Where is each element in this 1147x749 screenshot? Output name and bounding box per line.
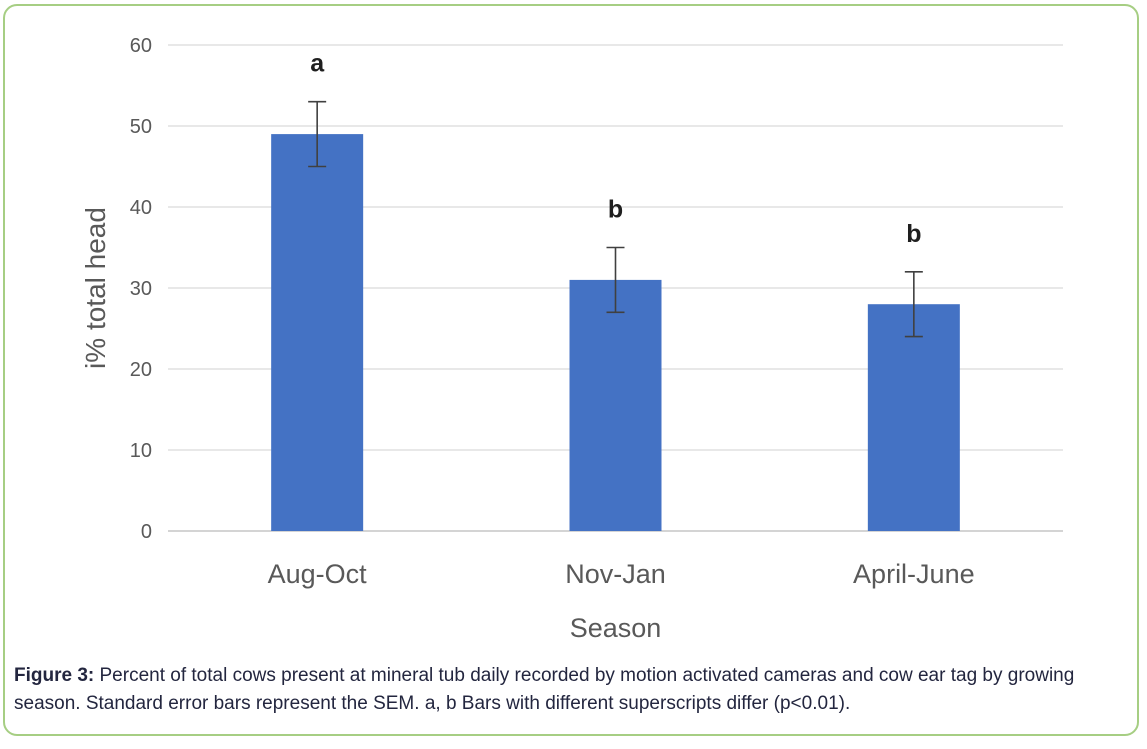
y-tick-label: 20 — [130, 359, 152, 381]
bar-chart: 0 10 20 30 40 50 60 a Aug-Oct b Nov-Jan b April-June… — [80, 35, 1063, 643]
x-category-label: April-June — [853, 559, 975, 589]
x-category-label: Nov-Jan — [565, 559, 666, 589]
y-tick-label: 40 — [130, 197, 152, 219]
y-tick-label: 60 — [130, 35, 152, 57]
x-category-label: Aug-Oct — [268, 559, 368, 589]
x-axis-title: Season — [570, 613, 662, 643]
y-tick-label: 30 — [130, 278, 152, 300]
significance-letter: b — [906, 220, 921, 248]
significance-letter: a — [310, 50, 325, 78]
caption-text: Percent of total cows present at mineral… — [14, 665, 1075, 714]
significance-letter: b — [608, 196, 623, 224]
y-tick-label: 0 — [141, 521, 152, 543]
figure-caption: Figure 3: Percent of total cows present … — [14, 662, 1119, 718]
y-axis-title: i% total head — [80, 207, 111, 369]
figure-label: Figure 3: — [14, 665, 95, 686]
bar — [271, 134, 364, 531]
bar — [569, 279, 662, 531]
y-tick-label: 10 — [130, 440, 152, 462]
y-tick-label: 50 — [130, 116, 152, 138]
bar — [867, 304, 960, 531]
